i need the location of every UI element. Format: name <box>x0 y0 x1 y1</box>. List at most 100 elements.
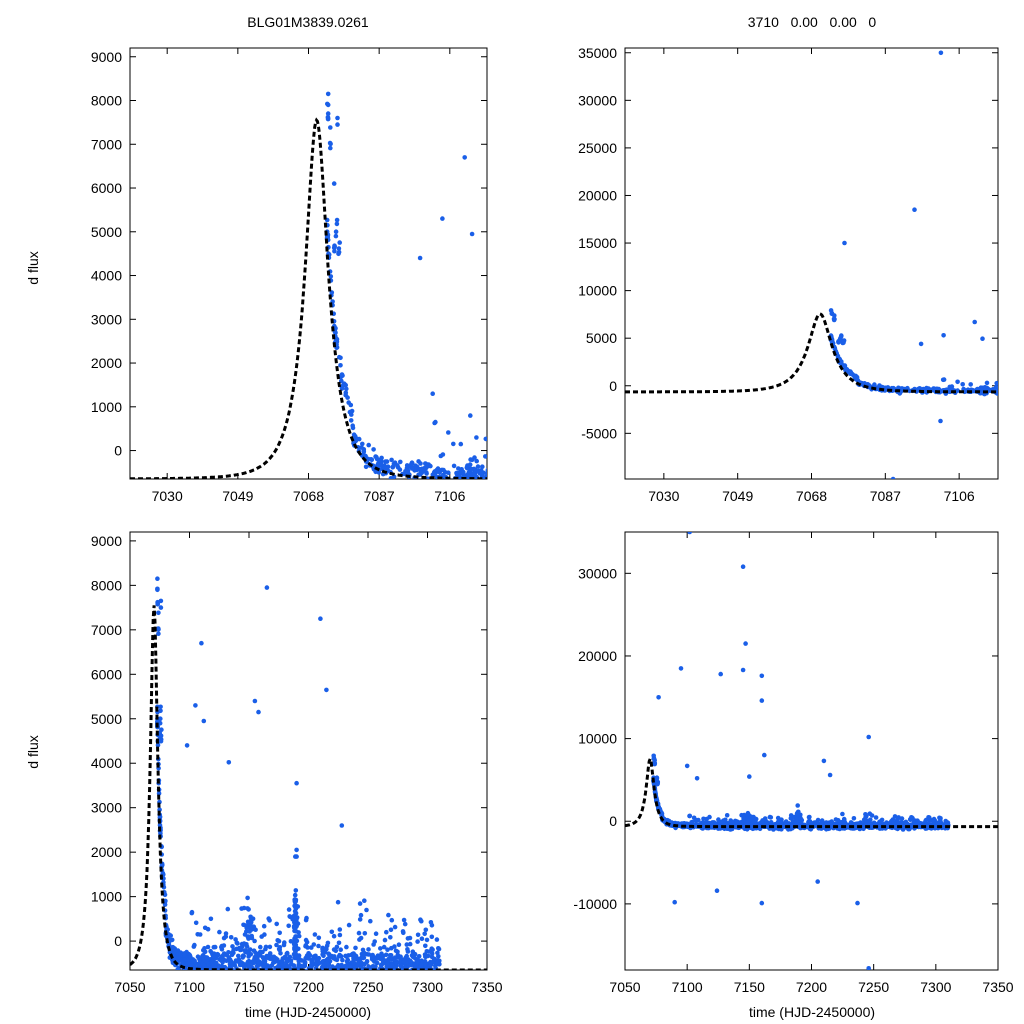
x-tick-label: 7150 <box>734 979 765 995</box>
data-point <box>869 813 875 818</box>
data-point <box>768 815 774 820</box>
data-point <box>707 814 712 820</box>
data-point <box>433 419 438 425</box>
data-point <box>345 395 350 400</box>
data-point <box>815 879 820 884</box>
data-point <box>415 939 420 944</box>
panel-bottom-left: 7050 7100 7150 7200 7250 7300 7350 0 1000 2000 300… <box>91 531 503 995</box>
data-point <box>334 339 340 345</box>
data-point <box>264 585 270 590</box>
data-point <box>423 954 429 959</box>
data-point <box>201 957 206 963</box>
data-point <box>224 958 229 963</box>
x-tick-label: 7030 <box>648 488 679 504</box>
data-point <box>401 958 407 964</box>
data-point <box>202 946 207 951</box>
data-point <box>334 944 340 950</box>
data-point <box>302 960 308 966</box>
data-point <box>348 402 354 408</box>
data-point <box>655 779 661 785</box>
data-point <box>366 952 372 957</box>
data-point <box>918 341 924 347</box>
x-tick-label: 7049 <box>722 488 753 504</box>
data-point <box>868 817 873 823</box>
data-point <box>739 820 744 826</box>
data-point <box>419 961 425 967</box>
y-tick-label: -5000 <box>581 425 617 441</box>
data-point <box>292 903 297 909</box>
plot-area <box>625 50 998 479</box>
data-point <box>334 217 340 223</box>
data-point <box>891 820 897 826</box>
data-point <box>217 929 222 935</box>
data-point <box>245 950 251 955</box>
x-tick-label: 7100 <box>174 979 205 995</box>
data-point <box>269 963 275 968</box>
data-point <box>827 772 833 778</box>
data-point <box>277 947 282 952</box>
data-point <box>479 472 485 477</box>
data-point <box>360 955 366 961</box>
data-point <box>252 698 258 704</box>
data-point <box>294 780 299 786</box>
data-point <box>274 942 279 948</box>
data-point <box>296 965 301 970</box>
data-point <box>172 948 177 954</box>
data-point <box>335 122 340 127</box>
data-point <box>759 698 765 703</box>
data-point <box>316 935 322 941</box>
data-point <box>718 671 723 677</box>
data-point <box>158 737 164 742</box>
data-point <box>432 956 437 962</box>
data-point <box>193 703 198 708</box>
x-tick-label: 7030 <box>152 488 183 504</box>
data-point <box>418 917 423 922</box>
data-point <box>286 923 292 929</box>
data-point <box>306 951 311 956</box>
data-point <box>351 951 356 956</box>
data-point <box>366 947 371 952</box>
data-point <box>796 809 801 815</box>
data-point <box>328 125 333 130</box>
data-point <box>362 962 367 967</box>
data-point <box>462 155 468 160</box>
data-point <box>417 255 423 261</box>
data-point <box>323 946 328 951</box>
data-point <box>309 960 315 966</box>
data-point <box>409 461 415 466</box>
y-tick-label: 25000 <box>578 140 617 156</box>
data-point <box>724 813 730 818</box>
data-point <box>912 207 917 212</box>
x-tick-label: 7049 <box>222 488 253 504</box>
data-point <box>230 962 235 967</box>
data-point <box>789 814 795 819</box>
data-point <box>353 435 358 440</box>
data-point <box>206 961 211 967</box>
data-point <box>371 447 376 452</box>
x-tick-label: 7350 <box>471 979 502 995</box>
data-point <box>807 819 813 824</box>
data-point <box>336 249 342 255</box>
data-point <box>293 954 299 959</box>
data-point <box>239 906 244 911</box>
data-point <box>404 942 410 947</box>
data-point <box>405 947 410 952</box>
data-point <box>832 313 837 318</box>
data-point <box>195 954 201 959</box>
data-point <box>362 931 368 936</box>
y-tick-label: 20000 <box>578 187 617 203</box>
data-point <box>837 336 843 342</box>
data-point <box>840 811 845 817</box>
data-point <box>915 819 921 825</box>
data-point <box>333 233 339 239</box>
data-point <box>762 752 767 758</box>
data-point <box>396 960 402 965</box>
data-point <box>752 820 757 826</box>
data-point <box>378 962 384 968</box>
data-point <box>246 936 251 941</box>
data-point <box>980 336 985 342</box>
data-point <box>218 958 224 963</box>
data-point <box>739 812 744 818</box>
data-point <box>841 338 847 343</box>
data-point <box>351 954 356 960</box>
